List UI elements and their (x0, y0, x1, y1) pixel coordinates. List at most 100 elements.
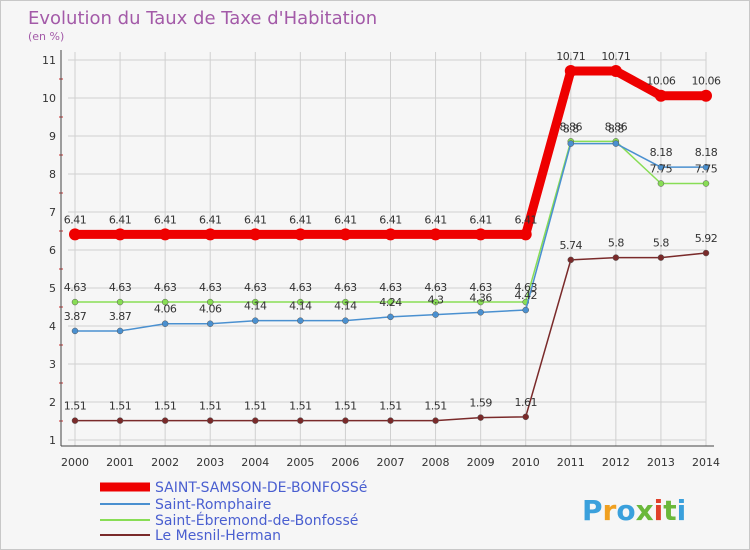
data-label: 10.71 (601, 50, 630, 63)
data-label: 4.24 (379, 296, 402, 309)
proxiti-logo: Proxiti (582, 494, 686, 527)
logo-letter: i (677, 494, 687, 527)
legend-entry: Saint-Romphaire (155, 497, 271, 513)
data-point (609, 65, 622, 78)
series-lines (69, 65, 712, 424)
data-label: 4.63 (244, 281, 267, 294)
x-tick-label: 2007 (377, 456, 405, 469)
data-label: 1.51 (244, 400, 267, 413)
data-point (116, 417, 124, 424)
data-label: 10.06 (646, 75, 675, 88)
legend-entry: SAINT-SAMSON-DE-BONFOSSé (155, 480, 367, 496)
data-point (69, 228, 81, 241)
logo-letter: t (663, 494, 676, 527)
data-label: 3.87 (64, 310, 87, 323)
data-point (252, 317, 259, 324)
data-point (567, 256, 575, 264)
data-label: 4.36 (469, 291, 492, 304)
data-point (114, 228, 127, 241)
data-point (252, 417, 259, 424)
y-tick-label: 2 (49, 396, 56, 409)
data-label: 1.51 (379, 400, 402, 413)
data-point (387, 417, 394, 424)
data-point (206, 298, 214, 306)
x-tick-label: 2010 (512, 456, 540, 469)
x-tick-label: 2013 (647, 456, 675, 469)
data-point (702, 163, 710, 171)
data-label: 6.41 (424, 213, 447, 226)
data-point (161, 320, 169, 327)
data-label: 6.41 (469, 213, 492, 226)
data-label: 5.8 (608, 237, 624, 250)
data-label: 3.87 (109, 310, 132, 323)
x-tick-label: 2004 (241, 456, 269, 469)
data-label: 4.06 (199, 303, 222, 316)
data-label: 8.8 (608, 123, 624, 136)
data-label: 4.63 (334, 281, 357, 294)
data-point (297, 298, 304, 306)
data-label: 8.18 (695, 146, 718, 159)
data-label: 6.41 (334, 213, 357, 226)
data-point (657, 163, 665, 171)
data-label: 6.41 (64, 213, 87, 226)
data-label: 6.41 (514, 213, 537, 226)
data-point (161, 417, 169, 424)
data-label: 10.71 (556, 50, 585, 63)
data-point (654, 89, 667, 102)
logo-letter: P (582, 494, 603, 527)
data-label: 1.51 (199, 400, 222, 413)
legend-entry: Le Mesnil-Herman (155, 528, 281, 544)
data-point (116, 327, 124, 335)
data-label: 6.41 (154, 213, 177, 226)
data-label: 1.51 (64, 400, 87, 413)
y-tick-label: 3 (49, 358, 56, 371)
data-point (702, 249, 710, 257)
data-point (387, 298, 394, 306)
chart-subtitle: (en %) (28, 30, 64, 43)
data-point (612, 140, 620, 147)
data-label: 10.06 (692, 75, 721, 88)
data-label: 4.63 (469, 281, 492, 294)
y-tick-label: 9 (49, 130, 56, 143)
data-point (71, 327, 79, 335)
data-label: 1.59 (469, 397, 492, 410)
legend-entry: Saint-Ébremond-de-Bonfossé (155, 512, 358, 529)
data-point (612, 254, 620, 261)
y-tick-label: 1 (49, 434, 56, 447)
x-tick-label: 2006 (331, 456, 359, 469)
grid (68, 52, 707, 446)
data-label: 5.92 (695, 232, 718, 245)
data-label: 5.74 (560, 239, 583, 252)
data-label: 1.51 (154, 400, 177, 413)
data-point (429, 228, 442, 241)
data-point (342, 298, 349, 306)
y-tick-label: 6 (49, 244, 56, 257)
data-point (564, 65, 577, 78)
y-tick-label: 10 (42, 92, 56, 105)
data-point (342, 317, 349, 324)
data-label: 8.8 (563, 123, 579, 136)
data-point (161, 298, 169, 306)
data-point (249, 228, 262, 241)
x-tick-label: 2011 (557, 456, 585, 469)
data-label: 4.63 (514, 281, 537, 294)
data-point (432, 311, 439, 318)
y-tick-label: 8 (49, 168, 56, 181)
data-label: 1.51 (289, 400, 312, 413)
legend: SAINT-SAMSON-DE-BONFOSSéSaint-RomphaireS… (100, 480, 367, 544)
data-label: 4.14 (289, 300, 312, 313)
data-point (206, 320, 214, 327)
data-point (204, 228, 217, 241)
data-label: 8.86 (560, 120, 583, 133)
data-point (252, 298, 259, 306)
x-tick-label: 2003 (196, 456, 224, 469)
data-point (384, 228, 397, 241)
data-label: 4.42 (514, 289, 537, 302)
data-point (339, 228, 352, 241)
x-tick-label: 2002 (151, 456, 179, 469)
data-label: 4.14 (334, 300, 357, 313)
data-label: 4.63 (109, 281, 132, 294)
y-tick-label: 11 (42, 54, 56, 67)
